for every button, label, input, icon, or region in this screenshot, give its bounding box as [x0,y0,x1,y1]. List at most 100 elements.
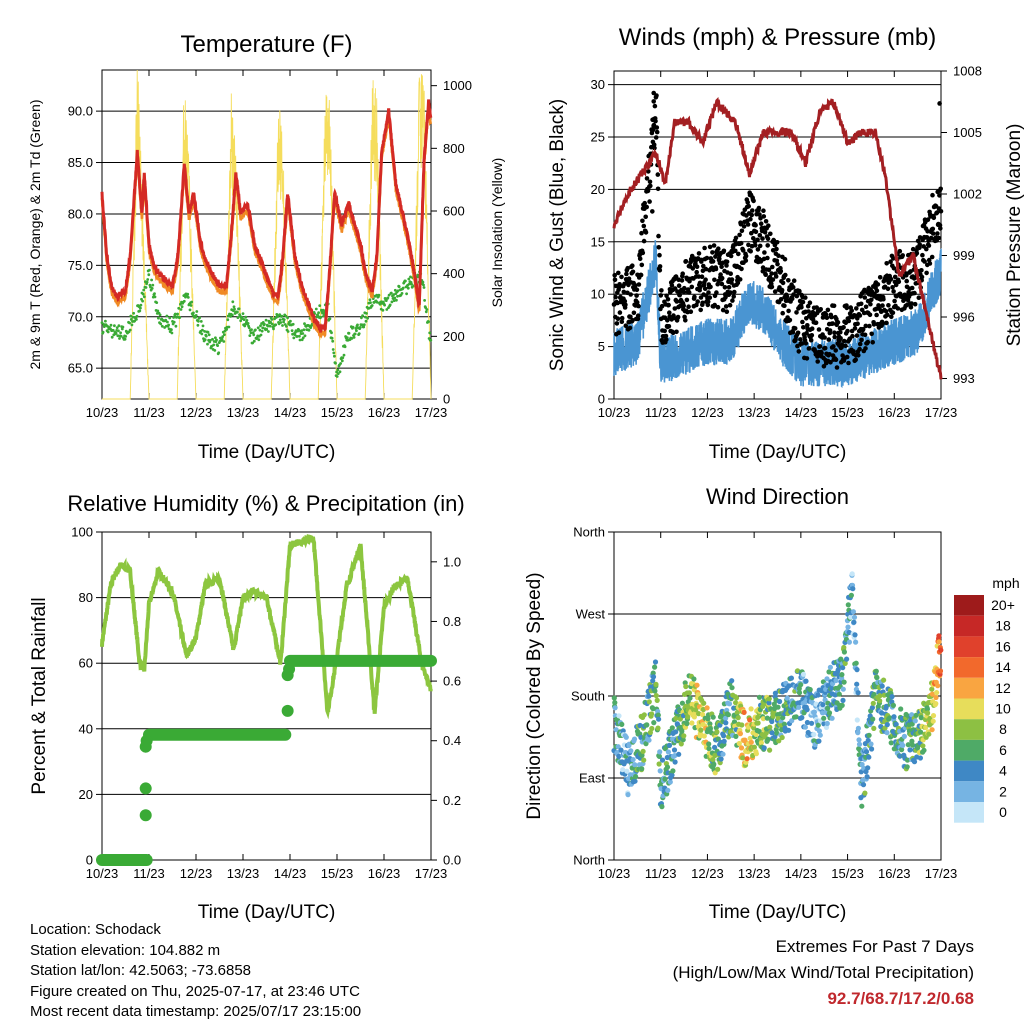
dewpoint-point [395,298,398,302]
gust-point [786,308,791,314]
gust-point [772,289,778,294]
direction-point [763,730,769,736]
direction-point [924,706,931,712]
dewpoint-point [117,324,121,328]
gust-point [751,198,756,204]
dewpoint-point [263,322,266,326]
dewpoint-point [289,319,292,323]
direction-point [853,639,859,645]
humidity-y2tick-label: 0.2 [443,793,461,808]
gust-point [677,303,683,309]
dewpoint-point [197,319,200,323]
gust-point [616,330,622,336]
dewpoint-point [221,335,225,338]
direction-point [676,751,682,757]
dewpoint-point [362,323,366,327]
gust-point [681,303,686,309]
gust-point [623,323,629,329]
dewpoint-point [285,325,288,328]
gust-point [865,339,871,345]
direction-point [840,665,846,671]
temperature-ytick-label: 75.0 [68,258,93,273]
dewpoint-point [330,331,333,335]
direction-point [721,738,727,744]
dewpoint-point [168,316,172,320]
gust-point [698,284,703,290]
direction-point [825,705,831,712]
humidity-y2tick-label: 1.0 [443,554,461,569]
gust-point [741,224,747,229]
direction-point [841,644,847,651]
gust-point [716,246,721,251]
dewpoint-point [129,318,133,321]
direction-point [852,632,858,638]
gust-point [855,321,860,327]
direction-point [691,676,697,682]
dewpoint-point [427,320,430,324]
direction-chart: 10/23 11/23 12/23 13/23 14/23 15/23 16/23 17/23… [524,484,957,923]
winds-chart: 10/23 11/23 12/23 13/23 14/23 15/23 16/23 17/23… [547,24,1024,463]
direction-xtick-label: 12/23 [691,866,724,881]
direction-point [706,741,712,747]
station-info: Location: Schodack Station elevation: 10… [30,920,361,1023]
direction-point [929,686,935,692]
direction-point [890,702,897,709]
dewpoint-point [115,326,119,329]
gust-point [656,245,662,250]
gust-point [745,200,750,205]
direction-point [755,720,761,726]
winds-title: Winds (mph) & Pressure (mb) [619,24,936,51]
direction-point [694,682,700,688]
dewpoint-point [423,299,426,302]
gust-point [636,303,641,309]
humidity-xtick-label: 17/23 [415,866,448,881]
direction-point [865,737,871,744]
gust-point [875,282,881,287]
direction-point [646,699,652,705]
direction-point [672,759,678,765]
direction-point [784,695,790,701]
direction-point [656,753,663,760]
dewpoint-point [142,295,146,299]
gust-point [917,245,922,251]
direction-point [800,671,807,677]
winds-ytick-label: 25 [591,130,605,145]
gust-point [674,329,679,335]
dewpoint-point [261,326,265,330]
direction-point [652,664,658,670]
gust-point [658,293,664,298]
gust-point [937,101,942,106]
direction-point [901,733,908,740]
direction-point [816,728,823,734]
gust-point [773,274,779,279]
direction-point [860,782,867,788]
gust-point [700,300,705,306]
gust-point [689,284,695,290]
winds-ylabel: Sonic Wind & Gust (Blue, Black) [547,99,568,371]
direction-point [838,656,844,662]
dewpoint-point [345,336,349,339]
direction-point [899,747,905,753]
dewpoint-point [195,310,199,313]
direction-xtick-label: 11/23 [645,866,677,881]
direction-point [640,748,646,755]
gust-point [755,237,760,243]
extremes-subtitle: (High/Low/Max Wind/Total Precipitation) [672,963,974,982]
gust-point [762,230,768,235]
direction-point [856,737,862,743]
gust-point [756,205,762,211]
dewpoint-point [182,299,186,303]
gust-point [728,290,733,295]
dewpoint-point [241,312,245,315]
gust-point [652,145,657,151]
dewpoint-point [279,321,283,324]
dewpoint-point [178,316,182,319]
humidity-xtick-label: 10/23 [86,866,119,881]
dewpoint-point [396,289,400,293]
dewpoint-point [207,333,211,337]
direction-point [921,747,927,753]
gust-point [763,219,769,224]
gust-point [799,341,805,346]
dewpoint-point [397,285,401,289]
